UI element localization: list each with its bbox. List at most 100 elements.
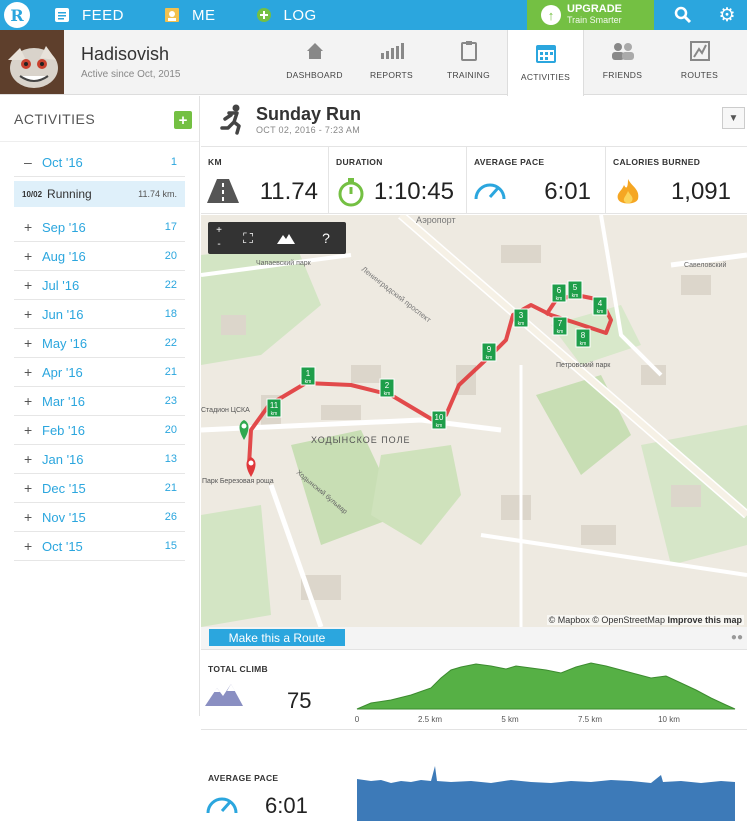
zoom-out-button[interactable]: - <box>217 239 221 250</box>
avatar[interactable] <box>0 30 64 94</box>
activity-date: 10/02 <box>22 189 43 199</box>
total-climb-label: TOTAL CLIMB <box>208 664 268 674</box>
routes-icon <box>689 39 710 63</box>
month-item[interactable]: + Dec '15 21 <box>14 474 185 503</box>
month-item[interactable]: + Sep '16 17 <box>14 213 185 242</box>
month-item[interactable]: + May '16 22 <box>14 329 185 358</box>
month-label: Dec '15 <box>42 480 86 496</box>
user-name[interactable]: Hadisovish <box>81 44 170 64</box>
month-count: 13 <box>164 453 177 465</box>
km-marker-number: 8 <box>581 331 586 340</box>
improve-map-link[interactable]: Improve this map <box>667 615 742 625</box>
month-count: 21 <box>164 482 177 494</box>
terrain-icon[interactable] <box>266 222 306 254</box>
elevation-tick-2: 5 km <box>501 715 519 724</box>
tab-reports[interactable]: REPORTS <box>353 30 430 94</box>
calendar-icon <box>535 41 556 65</box>
month-item[interactable]: + Nov '15 26 <box>14 503 185 532</box>
runkeeper-logo[interactable]: R <box>0 0 34 30</box>
route-map[interactable]: Аэропорт Чапаевский парк Ленинградский п… <box>201 215 747 627</box>
map-controls: + - ⛶ ? <box>208 222 346 254</box>
nav-log-label: LOG <box>283 6 317 24</box>
help-button[interactable]: ? <box>322 230 330 246</box>
km-marker-number: 4 <box>598 299 603 308</box>
map-label-khodynka: ХОДЫНСКОЕ ПОЛЕ <box>311 435 411 445</box>
road-icon <box>207 177 239 205</box>
km-marker[interactable]: 5km <box>567 280 583 300</box>
elevation-tick-1: 2.5 km <box>418 715 442 724</box>
km-marker-unit: km <box>557 329 564 335</box>
km-marker[interactable]: 3km <box>513 308 529 328</box>
tab-friends[interactable]: FRIENDS <box>584 30 661 94</box>
month-item[interactable]: + Mar '16 23 <box>14 387 185 416</box>
activity-distance: 11.74 km. <box>138 189 177 199</box>
nav-me[interactable]: ME <box>164 0 216 30</box>
stat-pace: AVERAGE PACE 6:01 <box>467 147 606 213</box>
add-activity-button[interactable]: + <box>174 111 192 129</box>
profile-header: Hadisovish Active since Oct, 2015 DASHBO… <box>0 30 747 96</box>
tab-training[interactable]: TRAINING <box>430 30 507 94</box>
km-marker[interactable]: 7km <box>552 316 568 336</box>
month-label: Oct '15 <box>42 538 83 554</box>
tab-routes[interactable]: ROUTES <box>661 30 738 94</box>
stat-calories-value: 1,091 <box>670 178 731 205</box>
fullscreen-icon[interactable]: ⛶ <box>243 229 253 246</box>
month-item[interactable]: + Jan '16 13 <box>14 445 185 474</box>
map-attribution: © Mapbox © OpenStreetMap Improve this ma… <box>546 615 744 625</box>
month-current[interactable]: – Oct '16 1 <box>14 148 185 177</box>
expand-icon: + <box>24 509 33 525</box>
month-count: 1 <box>170 156 177 168</box>
month-item[interactable]: + Jul '16 22 <box>14 271 185 300</box>
month-label: Aug '16 <box>42 248 86 264</box>
tab-dashboard[interactable]: DASHBOARD <box>276 30 353 94</box>
attribution-text[interactable]: © Mapbox © OpenStreetMap <box>548 615 665 625</box>
upgrade-button[interactable]: ↑ UPGRADE Train Smarter <box>527 0 654 30</box>
nav-log[interactable]: LOG <box>256 0 317 30</box>
km-marker[interactable]: 8km <box>575 328 591 348</box>
upgrade-arrow-icon: ↑ <box>541 5 561 25</box>
make-route-button[interactable]: Make this a Route <box>209 629 345 646</box>
map-label-petrovsky: Петровский парк <box>556 361 611 369</box>
km-marker[interactable]: 6km <box>551 283 567 303</box>
nav-feed[interactable]: FEED <box>54 0 124 30</box>
total-climb-panel: TOTAL CLIMB 75 0 2.5 km 5 km 7.5 km 10 k… <box>201 650 747 730</box>
zoom-in-button[interactable]: + <box>216 225 222 236</box>
search-icon[interactable] <box>668 0 698 30</box>
upgrade-title: UPGRADE <box>567 3 623 15</box>
stat-distance: KM 11.74 <box>201 147 329 213</box>
selected-activity[interactable]: 10/02 Running 11.74 km. <box>14 181 185 207</box>
start-marker-icon <box>239 420 249 440</box>
activity-title: Sunday Run <box>256 104 362 124</box>
map-canvas: Аэропорт Чапаевский парк Ленинградский п… <box>201 215 747 627</box>
km-marker-unit: km <box>572 293 579 299</box>
me-icon <box>164 7 180 23</box>
feed-icon <box>54 7 70 23</box>
month-item[interactable]: + Apr '16 21 <box>14 358 185 387</box>
month-label: Mar '16 <box>42 393 85 409</box>
activity-menu-dropdown[interactable]: ▼ <box>722 107 745 129</box>
km-marker[interactable]: 4km <box>592 296 608 316</box>
month-item[interactable]: + Oct '15 15 <box>14 532 185 561</box>
expand-icon: + <box>24 335 33 351</box>
month-count: 20 <box>164 424 177 436</box>
stopwatch-icon <box>335 177 367 207</box>
map-label-savelovsky: Савеловский <box>684 261 726 269</box>
km-marker[interactable]: 2km <box>379 378 395 398</box>
expand-icon: + <box>24 393 33 409</box>
month-label: Jul '16 <box>42 277 80 293</box>
month-item[interactable]: + Feb '16 20 <box>14 416 185 445</box>
activity-detail: Sunday Run OCT 02, 2016 - 7:23 AM ▼ KM 1… <box>201 96 747 821</box>
month-item[interactable]: + Jun '16 18 <box>14 300 185 329</box>
average-pace-value: 6:01 <box>265 793 308 818</box>
month-item[interactable]: + Aug '16 20 <box>14 242 185 271</box>
tab-routes-label: ROUTES <box>680 70 719 80</box>
km-marker-number: 10 <box>435 413 444 422</box>
gear-icon[interactable]: ⚙ <box>718 4 736 26</box>
stat-distance-label: KM <box>208 157 222 167</box>
km-marker[interactable]: 1km <box>300 366 316 386</box>
tab-activities[interactable]: ACTIVITIES <box>507 30 584 96</box>
km-marker[interactable]: 9km <box>481 342 497 362</box>
participants-icon[interactable]: ●● <box>730 632 743 643</box>
